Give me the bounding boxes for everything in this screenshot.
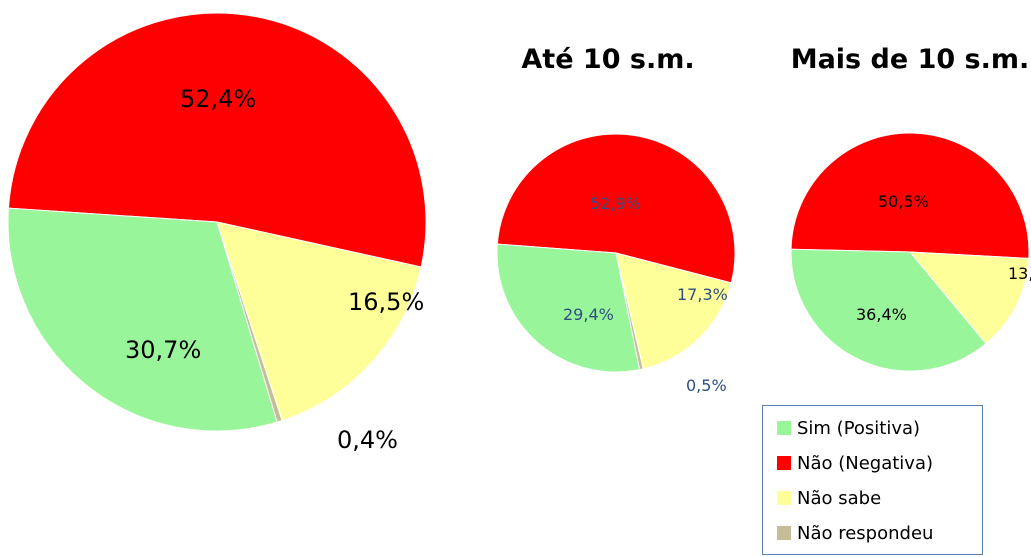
pie-slice-sim (790, 248, 987, 372)
legend: Sim (Positiva) Não (Negativa) Não sabe N… (762, 405, 983, 555)
data-label-nao: 50,5% (878, 192, 929, 211)
legend-swatch-sim (777, 421, 791, 435)
data-label-nao-sabe: 13,1% (1008, 264, 1031, 283)
pie-ate-10: 29,4% 52,9% 17,3% 0,5% (496, 133, 736, 395)
data-label-sim: 36,4% (856, 305, 907, 324)
pie-slice-sim (496, 243, 641, 373)
data-label-nao: 52,4% (180, 85, 256, 113)
data-label-nao-respondeu: 0,5% (686, 376, 727, 395)
legend-swatch-nao-sabe (777, 491, 791, 505)
data-label-sim: 30,7% (125, 336, 201, 364)
pie-slice-nao (790, 132, 1030, 259)
pie-slice-nao-sabe (216, 221, 422, 422)
data-label-nao-sabe: 16,5% (348, 288, 424, 316)
pie-slice-nao (7, 12, 427, 268)
legend-label-nao-sabe: Não sabe (797, 487, 882, 509)
legend-item-sim: Sim (Positiva) (777, 413, 920, 443)
legend-swatch-nao (777, 456, 791, 470)
chart-title-mais-de-10: Mais de 10 s.m. (791, 44, 1030, 75)
legend-label-nao-respondeu: Não respondeu (797, 522, 934, 544)
data-label-sim: 29,4% (563, 305, 614, 324)
legend-item-nao-sabe: Não sabe (777, 483, 881, 513)
legend-label-sim: Sim (Positiva) (797, 417, 921, 439)
data-label-nao-sabe: 17,3% (677, 285, 728, 304)
legend-swatch-nao-respondeu (777, 526, 791, 540)
pie-mais-de-10: 36,4% 50,5% 13,1% (790, 132, 1031, 372)
pie-slice-nao (496, 133, 736, 284)
pie-total: 30,7% 52,4% 16,5% 0,4% (7, 12, 427, 454)
legend-label-nao: Não (Negativa) (797, 452, 934, 474)
legend-item-nao: Não (Negativa) (777, 448, 933, 478)
pie-slice-nao-sabe (908, 251, 1030, 345)
pie-slice-sim (7, 207, 278, 432)
data-label-nao: 52,9% (590, 194, 641, 213)
legend-item-nao-respondeu: Não respondeu (777, 518, 933, 548)
chart-title-ate-10: Até 10 s.m. (521, 44, 694, 75)
pie-slice-nao-sabe (615, 252, 732, 370)
data-label-nao-respondeu: 0,4% (337, 426, 398, 454)
